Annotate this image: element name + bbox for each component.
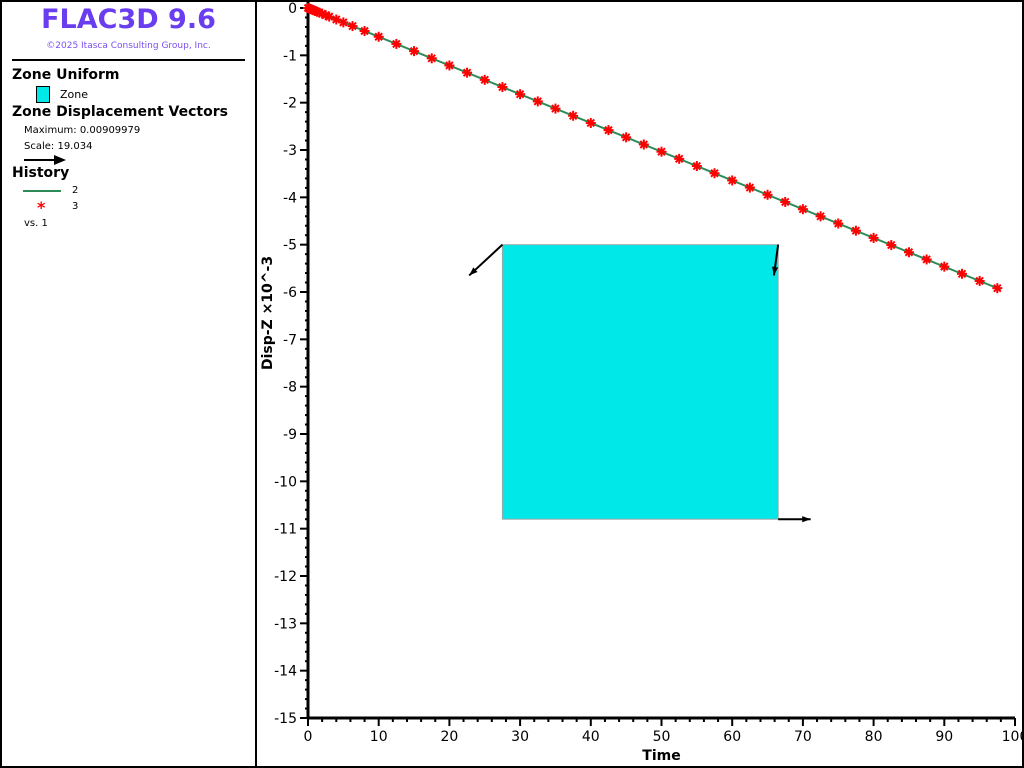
x-tick-label: 20 [440, 729, 458, 745]
y-tick-label: -11 [274, 522, 297, 538]
series-3-marker [921, 254, 932, 265]
x-axis-label: Time [642, 748, 680, 764]
series-3-marker [426, 53, 437, 64]
y-tick-label: -14 [274, 664, 297, 680]
y-tick-label: -4 [283, 190, 297, 206]
x-tick-label: 60 [723, 729, 741, 745]
series-3-marker [850, 225, 861, 236]
series-3-marker [744, 182, 755, 193]
vectors-maximum: Maximum: 0.00909979 [24, 125, 141, 136]
series-3-marker [762, 189, 773, 200]
series-3-marker [886, 240, 897, 251]
series-3-marker [727, 175, 738, 186]
series-3-marker [550, 103, 561, 114]
vector-arrow-icon [24, 155, 66, 165]
series-3-marker [780, 196, 791, 207]
series-3-marker [691, 161, 702, 172]
copyright: ©2025 Itasca Consulting Group, Inc. [46, 41, 211, 51]
series-3-marker [359, 26, 370, 37]
series-3-marker [868, 232, 879, 243]
series-3-marker [797, 204, 808, 215]
series-3-marker [603, 125, 614, 136]
series-3-marker [532, 96, 543, 107]
history-heading: History [12, 165, 70, 181]
y-tick-label: 0 [288, 1, 297, 17]
vs-label: vs. 1 [24, 218, 48, 229]
series-3-marker [373, 31, 384, 42]
series-3-marker [939, 261, 950, 272]
series-3-marker [462, 67, 473, 78]
series-line-2 [307, 7, 1002, 291]
x-tick-label: 30 [511, 729, 529, 745]
history-item-3: 3 [72, 201, 79, 212]
series-3-marker [347, 21, 358, 32]
vectors-scale: Scale: 19.034 [24, 141, 93, 152]
x-tick-label: 40 [582, 729, 600, 745]
y-tick-label: -15 [274, 711, 297, 727]
y-tick-label: -6 [283, 285, 297, 301]
series-3-marker [585, 117, 596, 128]
history-item-2: 2 [72, 185, 79, 196]
x-tick-label: 70 [794, 729, 812, 745]
x-tick-label: 90 [935, 729, 953, 745]
divider [12, 59, 245, 61]
y-tick-label: -8 [283, 380, 297, 396]
y-tick-label: -13 [274, 616, 297, 632]
series-3-marker [338, 17, 349, 28]
zone-swatch [36, 86, 50, 103]
y-tick-label: -7 [283, 332, 297, 348]
series-3-marker [444, 60, 455, 71]
series-3-marker [479, 74, 490, 85]
series-3-marker [674, 153, 685, 164]
series-3-marker [833, 218, 844, 229]
series-3-marker [515, 89, 526, 100]
legend-panel: FLAC3D 9.6 ©2025 Itasca Consulting Group… [2, 2, 257, 766]
asterisk-marker-icon: * [37, 198, 46, 217]
zone-uniform-heading: Zone Uniform [12, 67, 120, 83]
series-3-marker [992, 283, 1003, 294]
series-3-marker [656, 146, 667, 157]
zone-box [501, 244, 779, 520]
x-tick-label: 50 [653, 729, 671, 745]
y-tick-label: -1 [283, 48, 297, 64]
vector-arrowhead-0 [469, 267, 478, 276]
y-tick-label: -2 [283, 96, 297, 112]
series-3-marker [903, 247, 914, 258]
series-3-marker [709, 168, 720, 179]
series-3-marker [974, 275, 985, 286]
vector-arrowhead-2 [802, 516, 811, 523]
y-tick-label: -12 [274, 569, 297, 585]
x-tick-label: 100 [1002, 729, 1024, 745]
x-tick-label: 10 [370, 729, 388, 745]
vector-arrowhead-1 [772, 266, 779, 276]
zone-label: Zone [60, 88, 89, 101]
history-line-swatch [23, 190, 61, 192]
series-3-marker [621, 132, 632, 143]
x-tick-label: 0 [304, 729, 313, 745]
y-tick-label: -10 [274, 474, 297, 490]
y-axis-label: Disp-Z ×10^-3 [260, 256, 276, 370]
series-3-marker [391, 38, 402, 49]
vectors-heading: Zone Displacement Vectors [12, 104, 228, 120]
series-3-marker [568, 110, 579, 121]
series-3-marker [409, 46, 420, 57]
y-tick-label: -5 [283, 238, 297, 254]
series-3-marker [497, 82, 508, 93]
series-3-marker [638, 139, 649, 150]
series-3-marker [815, 211, 826, 222]
x-tick-label: 80 [865, 729, 883, 745]
app-title: FLAC3D 9.6 [41, 4, 216, 35]
y-tick-label: -9 [283, 427, 297, 443]
y-tick-label: -3 [283, 143, 297, 159]
series-3-marker [956, 268, 967, 279]
